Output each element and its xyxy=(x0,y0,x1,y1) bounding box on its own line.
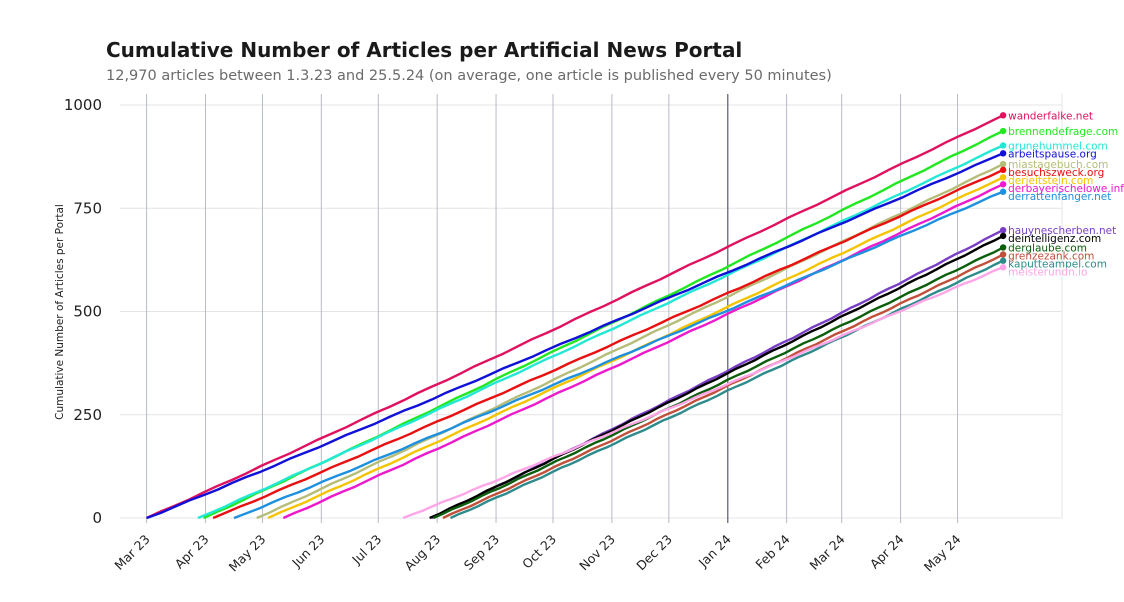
series-end-point xyxy=(999,166,1007,174)
series-line xyxy=(146,152,1004,520)
series-label: derglaube.com xyxy=(1008,242,1087,254)
series-line xyxy=(442,253,1004,520)
series-end-point xyxy=(999,150,1007,157)
series-line xyxy=(402,266,1004,520)
y-tick-label: 750 xyxy=(73,199,102,217)
series-label: grenzezank.com xyxy=(1008,250,1094,262)
x-tick-label: Oct 23 xyxy=(519,532,559,572)
x-tick-label: Aug 23 xyxy=(401,532,443,574)
series-end-point xyxy=(999,251,1007,258)
series-label: hauynescherben.net xyxy=(1008,225,1116,237)
series-end-point xyxy=(999,112,1007,119)
series-end-point xyxy=(999,232,1007,240)
x-tick-label: May 24 xyxy=(921,531,964,574)
series-end-point xyxy=(999,257,1007,264)
series-end-point xyxy=(999,181,1007,188)
x-tick-label: Feb 24 xyxy=(752,531,792,571)
series-line xyxy=(197,144,1004,520)
series-end-point xyxy=(999,160,1007,168)
chart-title: Cumulative Number of Articles per Artifi… xyxy=(106,38,743,62)
x-tick-label: Apr 23 xyxy=(172,532,212,572)
series-label: derbayerischelowe.info xyxy=(1008,183,1124,195)
series-end-point xyxy=(999,188,1007,195)
x-tick-label: Sep 23 xyxy=(461,532,502,573)
series-line xyxy=(429,234,1004,520)
series-label: deintelligenz.com xyxy=(1008,233,1101,245)
x-tick-label: Mar 23 xyxy=(111,532,152,573)
series-label: besuchszweck.org xyxy=(1008,167,1104,179)
series-end-point xyxy=(999,244,1007,251)
series-line xyxy=(282,183,1004,520)
y-tick-label: 0 xyxy=(92,509,102,527)
y-tick-label: 500 xyxy=(73,303,102,321)
x-tick-label: Jun 23 xyxy=(288,532,327,571)
series-label: meisterundn.io xyxy=(1008,266,1087,278)
series-line xyxy=(233,190,1004,520)
series-line xyxy=(432,246,1004,520)
series-end-point xyxy=(999,127,1007,135)
series-label: derjeitstein.com xyxy=(1008,175,1093,187)
series-label: grunehummel.com xyxy=(1008,140,1108,152)
series-end-point xyxy=(999,142,1007,149)
y-tick-label: 250 xyxy=(73,406,102,424)
x-tick-label: Mar 24 xyxy=(806,531,847,572)
series-label: kaputteampel.com xyxy=(1008,258,1107,270)
series-line xyxy=(212,168,1004,520)
series-line xyxy=(146,114,1004,520)
x-tick-label: Jul 23 xyxy=(348,532,384,568)
series-label: miastagebuch.com xyxy=(1008,159,1108,171)
y-axis-label: Cumulative Number of Articles per Portal xyxy=(54,204,66,420)
series-end-point xyxy=(999,264,1007,271)
x-tick-label: Nov 23 xyxy=(576,532,618,574)
series-label: brennendefrage.com xyxy=(1008,126,1118,138)
series-line xyxy=(256,163,1004,520)
chart-subtitle: 12,970 articles between 1.3.23 and 25.5.… xyxy=(106,68,832,84)
series-end-point xyxy=(999,226,1007,234)
x-tick-label: Apr 24 xyxy=(867,531,907,571)
series-label: arbeitspause.org xyxy=(1008,148,1097,160)
x-tick-label: Dec 23 xyxy=(633,532,675,574)
x-tick-label: Jan 24 xyxy=(695,531,734,570)
y-tick-label: 1000 xyxy=(64,96,102,114)
x-tick-label: May 23 xyxy=(226,532,269,575)
series-end-point xyxy=(999,174,1007,181)
series-label: derrattenfanger.net xyxy=(1008,191,1111,203)
series-line xyxy=(449,259,1004,520)
series-label: wanderfalke.net xyxy=(1008,110,1093,122)
